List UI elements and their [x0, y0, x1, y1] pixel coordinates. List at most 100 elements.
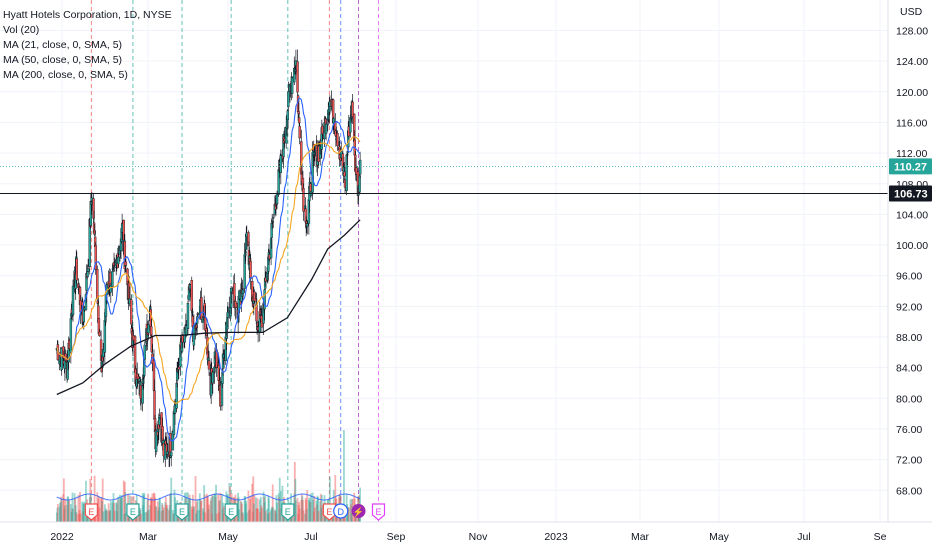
earnings-icon: [84, 503, 98, 521]
candle: [226, 301, 230, 328]
volume-bar: [198, 493, 201, 522]
candle-body: [60, 348, 63, 370]
candle: [207, 351, 211, 376]
ma200-line: [56, 219, 361, 396]
legend-title[interactable]: Hyatt Hotels Corporation, 1D, NYSE: [3, 9, 172, 21]
volume-bar: [192, 506, 195, 522]
candle-body: [124, 261, 128, 266]
volume-bar: [116, 499, 119, 522]
candle: [150, 318, 153, 338]
candle-body: [229, 287, 233, 308]
volume-bar: [217, 493, 220, 522]
volume-bar: [147, 493, 149, 522]
event-marker-dividend-icon[interactable]: D: [333, 503, 349, 519]
volume-bar: [94, 513, 97, 522]
volume-bar: [343, 430, 345, 522]
volume-bar: [300, 493, 303, 522]
candle: [177, 357, 180, 380]
y-axis[interactable]: USD128.00124.00120.00116.00112.00108.001…: [887, 0, 932, 522]
event-marker-earnings-icon[interactable]: E: [322, 503, 336, 521]
event-marker-earnings-icon[interactable]: E: [371, 503, 386, 521]
volume-bar: [213, 493, 216, 522]
volume-bar: [252, 476, 255, 522]
candle-body: [355, 167, 358, 175]
event-marker-earnings-icon[interactable]: E: [281, 503, 295, 521]
chart-legend: Hyatt Hotels Corporation, 1D, NYSE Vol (…: [3, 8, 172, 83]
earnings-icon: [322, 503, 336, 521]
volume-bar: [243, 496, 246, 522]
candle-body: [247, 232, 250, 247]
volume-bar: [109, 501, 112, 522]
volume-bar: [207, 508, 210, 522]
volume-bar: [319, 493, 322, 522]
volume-bar: [150, 498, 153, 522]
candle: [290, 76, 294, 99]
volume-bar: [222, 506, 225, 522]
legend-volume[interactable]: Vol (20): [3, 24, 40, 36]
volume-bar: [316, 504, 318, 522]
legend-ma21[interactable]: MA (21, close, 0, SMA, 5): [3, 39, 123, 51]
volume-bar: [203, 485, 206, 522]
volume-bar: [105, 508, 107, 522]
volume-bar: [247, 490, 250, 522]
candle: [60, 346, 63, 376]
event-marker-split-icon[interactable]: ⚡: [351, 504, 366, 518]
volume-bar: [153, 492, 155, 522]
candle-body: [254, 298, 258, 302]
volume-bar: [241, 512, 244, 522]
volume-bar: [308, 497, 311, 522]
earnings-icon: [224, 503, 238, 521]
volume-bar: [266, 508, 269, 522]
volume-bar: [189, 498, 192, 522]
volume-bar: [82, 503, 85, 522]
event-marker-earnings-icon[interactable]: E: [126, 503, 140, 521]
event-marker-label: D: [337, 507, 344, 517]
candle-body: [244, 251, 247, 253]
volume-bar: [207, 496, 209, 522]
volume-bar: [100, 497, 103, 522]
volume-bar: [139, 510, 141, 522]
volume-bar: [125, 512, 127, 522]
legend-ma200[interactable]: MA (200, close, 0, SMA, 5): [3, 69, 128, 81]
volume-bar: [256, 498, 259, 522]
volume-bar: [146, 499, 149, 522]
candle-body: [69, 318, 73, 353]
volume-bar: [279, 491, 282, 522]
volume-bar: [260, 505, 263, 522]
volume-bar: [123, 481, 126, 522]
candle: [75, 251, 78, 287]
volume-bar: [252, 503, 255, 522]
volume-bar: [293, 462, 296, 522]
candle-body: [175, 382, 178, 409]
horizontal-level-layer[interactable]: [0, 165, 888, 194]
volume-bar: [277, 493, 280, 522]
event-marker-label: E: [326, 507, 332, 517]
x-axis[interactable]: 2022 Mar May Jul Sep Nov 2023 Mar May Jul Se: [0, 521, 932, 543]
volume-bar: [143, 512, 146, 522]
candle: [98, 328, 101, 337]
event-marker-earnings-icon[interactable]: E: [84, 503, 98, 521]
volume-bar: [81, 501, 84, 522]
volume-bar: [237, 492, 240, 522]
volume-bar: [215, 513, 218, 522]
candle-body: [170, 451, 173, 457]
volume-bar: [112, 500, 114, 522]
volume-bar: [275, 495, 278, 522]
volume-bar: [190, 506, 193, 522]
candle: [102, 343, 105, 368]
volume-bar: [139, 508, 142, 522]
event-marker-earnings-icon[interactable]: E: [224, 503, 238, 521]
event-markers-layer[interactable]: E E E E E E D ⚡ E: [84, 503, 386, 521]
volume-bar: [264, 511, 267, 522]
volume-bar: [161, 504, 164, 522]
legend-ma50[interactable]: MA (50, close, 0, SMA, 5): [3, 54, 123, 66]
candle-body: [123, 241, 127, 269]
event-marker-earnings-icon[interactable]: E: [175, 503, 189, 521]
candle-body: [152, 360, 156, 391]
x-tick-label: Jul: [797, 531, 810, 543]
candle: [229, 286, 233, 315]
volume-bar: [312, 511, 315, 522]
candle: [94, 242, 97, 275]
candle-body: [226, 312, 230, 318]
